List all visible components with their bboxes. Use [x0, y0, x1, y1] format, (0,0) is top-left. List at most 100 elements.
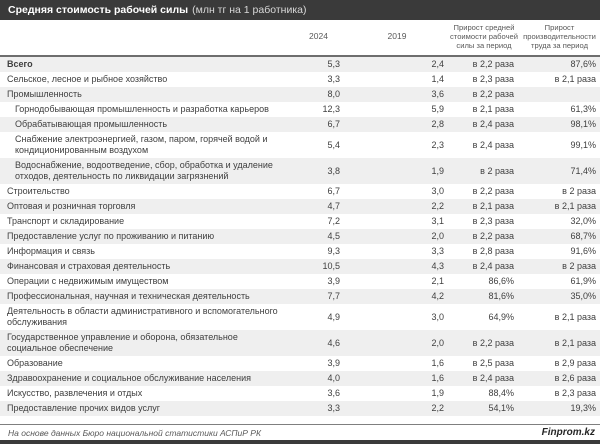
cell-cost-growth: в 2,1 раза [472, 201, 514, 211]
cell-prod-growth: 71,4% [570, 165, 596, 176]
col-header-2024: 2024 [292, 20, 345, 57]
cell-prod-growth: в 2,1 раза [554, 311, 596, 322]
cell-2024: 4,7 [327, 201, 340, 211]
cell-prod-growth: в 2,1 раза [554, 74, 596, 84]
cell-2024: 4,0 [327, 373, 340, 383]
row-label: Профессиональная, научная и техническая … [7, 291, 250, 301]
cell-cost-growth: в 2,3 раза [472, 74, 514, 84]
cell-2024: 4,9 [327, 311, 340, 322]
col-header-cost-growth: Прирост средней стоимости рабочей силы з… [449, 20, 519, 57]
cell-cost-growth: в 2,3 раза [472, 216, 514, 226]
cell-2024: 8,0 [327, 89, 340, 99]
cell-prod-growth: 68,7% [570, 231, 596, 241]
cell-cost-growth: в 2,2 раза [472, 89, 514, 99]
cell-cost-growth: 81,6% [488, 291, 514, 301]
cell-cost-growth: в 2,4 раза [472, 373, 514, 383]
cell-2019: 3,0 [431, 186, 444, 196]
table-row: Операции с недвижимым имуществом 3,9 2,1 86… [0, 274, 600, 289]
cell-cost-growth: в 2,1 раза [472, 104, 514, 114]
row-label: Горнодобывающая промышленность и разрабо… [15, 104, 269, 114]
cell-cost-growth: в 2,2 раза [472, 231, 514, 241]
cell-2024: 4,6 [327, 337, 340, 348]
cell-2024: 6,7 [327, 186, 340, 196]
bottom-bar [0, 440, 600, 444]
cell-prod-growth: в 2,1 раза [554, 337, 596, 348]
row-label: Обрабатывающая промышленность [15, 119, 168, 129]
cell-2024: 3,9 [327, 276, 340, 286]
cell-prod-growth: 35,0% [570, 291, 596, 301]
cell-prod-growth: 19,3% [570, 403, 596, 413]
cell-cost-growth: в 2,5 раза [472, 358, 514, 368]
cell-cost-growth: 64,9% [488, 311, 514, 322]
cell-prod-growth [519, 87, 600, 102]
cell-prod-growth: 61,3% [570, 104, 596, 114]
cell-cost-growth: в 2,4 раза [472, 139, 514, 150]
table-row: Снабжение электроэнергией, газом, паром,… [0, 132, 600, 158]
cell-2024: 5,4 [327, 139, 340, 150]
table-row: Обрабатывающая промышленность 6,7 2,8 в 2,4… [0, 117, 600, 132]
cell-2019: 3,6 [431, 89, 444, 99]
cell-prod-growth: 61,9% [570, 276, 596, 286]
table-row: Деятельность в области административного… [0, 304, 600, 330]
table-header: 2024 2019 Прирост средней стоимости рабо… [0, 20, 600, 57]
table-row: Строительство 6,7 3,0 в 2,2 раза в 2 раза [0, 184, 600, 199]
cell-2019: 1,9 [431, 388, 444, 398]
col-header-2019: 2019 [345, 20, 449, 57]
title-bar: Средняя стоимость рабочей силы (млн тг на… [0, 0, 600, 20]
table-row: Предоставление прочих видов услуг 3,3 2,2 5… [0, 401, 600, 416]
table-row: Искусство, развлечения и отдых 3,6 1,9 88,4… [0, 386, 600, 401]
col-header-category [0, 20, 292, 57]
cell-2024: 10,5 [322, 261, 340, 271]
cell-prod-growth: в 2 раза [562, 186, 596, 196]
cell-2019: 3,3 [431, 246, 444, 256]
row-label: Предоставление услуг по проживанию и пит… [7, 231, 215, 241]
cell-2019: 1,6 [431, 373, 444, 383]
cell-cost-growth: в 2,2 раза [472, 59, 514, 69]
table-row: Водоснабжение, водоотведение, сбор, обра… [0, 158, 600, 184]
row-label: Водоснабжение, водоотведение, сбор, обра… [15, 160, 273, 181]
row-label: Всего [7, 59, 33, 69]
cell-prod-growth: 98,1% [570, 119, 596, 129]
cell-2019: 2,0 [431, 231, 444, 241]
page-title: Средняя стоимость рабочей силы [8, 4, 189, 16]
cell-2024: 3,9 [327, 358, 340, 368]
cell-2019: 5,9 [431, 104, 444, 114]
cell-2024: 7,2 [327, 216, 340, 226]
row-label: Промышленность [7, 89, 82, 99]
cell-2019: 2,8 [431, 119, 444, 129]
row-label: Строительство [7, 186, 70, 196]
row-label: Предоставление прочих видов услуг [7, 403, 161, 413]
row-label: Сельское, лесное и рыбное хозяйство [7, 74, 168, 84]
cell-2019: 2,1 [431, 276, 444, 286]
cell-2024: 7,7 [327, 291, 340, 301]
cell-prod-growth: в 2,9 раза [554, 358, 596, 368]
cell-2019: 2,4 [431, 59, 444, 69]
cell-prod-growth: 87,6% [570, 59, 596, 69]
cell-prod-growth: в 2 раза [562, 261, 596, 271]
col-header-prod-growth: Прирост производительности труда за пери… [519, 20, 600, 57]
cell-cost-growth: 88,4% [488, 388, 514, 398]
cell-prod-growth: в 2,1 раза [554, 201, 596, 211]
cell-cost-growth: в 2,2 раза [472, 337, 514, 348]
cell-prod-growth: 32,0% [570, 216, 596, 226]
table-row: Промышленность 8,0 3,6 в 2,2 раза [0, 87, 600, 102]
row-label: Искусство, развлечения и отдых [7, 388, 143, 398]
cell-prod-growth: 99,1% [570, 139, 596, 150]
table-row: Профессиональная, научная и техническая … [0, 289, 600, 304]
row-label: Оптовая и розничная торговля [7, 201, 136, 211]
table-row: Транспорт и складирование 7,2 3,1 в 2,3 раз… [0, 214, 600, 229]
cell-cost-growth: в 2,4 раза [472, 119, 514, 129]
cell-2019: 2,0 [431, 337, 444, 348]
table-row: Оптовая и розничная торговля 4,7 2,2 в 2,1 … [0, 199, 600, 214]
table-row: Предоставление услуг по проживанию и пит… [0, 229, 600, 244]
cell-2019: 4,2 [431, 291, 444, 301]
table-row: Всего 5,3 2,4 в 2,2 раза 87,6% [0, 56, 600, 72]
cell-2024: 9,3 [327, 246, 340, 256]
cell-cost-growth: в 2,2 раза [472, 186, 514, 196]
table-row: Государственное управление и оборона, об… [0, 330, 600, 356]
table-body: Всего 5,3 2,4 в 2,2 раза 87,6% Сельское, лесн… [0, 56, 600, 416]
cell-prod-growth: 91,6% [570, 246, 596, 256]
cell-2019: 4,3 [431, 261, 444, 271]
table-row: Образование 3,9 1,6 в 2,5 раза в 2,9 раза [0, 356, 600, 371]
